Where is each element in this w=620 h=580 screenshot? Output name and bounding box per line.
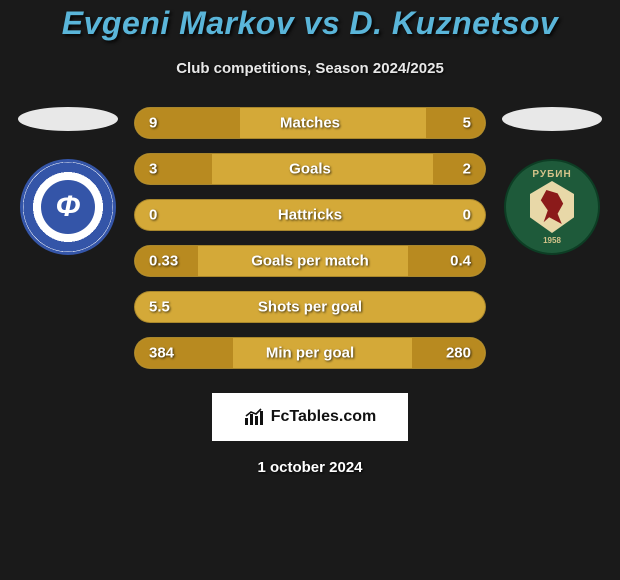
stat-right-value: 0.4 bbox=[450, 253, 471, 270]
date-label: 1 october 2024 bbox=[0, 459, 620, 476]
bar-right-fill bbox=[426, 108, 486, 138]
left-player-avatar bbox=[18, 107, 118, 131]
stat-bar: 0 Hattricks 0 bbox=[134, 199, 486, 231]
left-club-inner: Φ bbox=[41, 180, 95, 234]
stat-label: Goals per match bbox=[251, 253, 369, 270]
bar-right-fill bbox=[433, 154, 486, 184]
stat-bar: 5.5 Shots per goal bbox=[134, 291, 486, 323]
stat-row: 5.5 Shots per goal bbox=[134, 291, 486, 323]
right-club-year: 1958 bbox=[543, 236, 561, 245]
stat-label: Matches bbox=[280, 115, 340, 132]
right-side: РУБИН 1958 bbox=[492, 107, 612, 383]
bar-left-fill bbox=[135, 154, 212, 184]
stat-left-value: 5.5 bbox=[149, 299, 170, 316]
stat-bar: 384 Min per goal 280 bbox=[134, 337, 486, 369]
comparison-widget: Evgeni Markov vs D. Kuznetsov Club compe… bbox=[0, 0, 620, 580]
stat-row: 9 Matches 5 bbox=[134, 107, 486, 139]
stat-left-value: 384 bbox=[149, 345, 174, 362]
stat-bar: 3 Goals 2 bbox=[134, 153, 486, 185]
stat-bar: 0.33 Goals per match 0.4 bbox=[134, 245, 486, 277]
stat-right-value: 2 bbox=[463, 161, 471, 178]
stat-label: Hattricks bbox=[278, 207, 342, 224]
subtitle: Club competitions, Season 2024/2025 bbox=[0, 60, 620, 77]
left-club-logo: Φ bbox=[20, 159, 116, 255]
stat-right-value: 5 bbox=[463, 115, 471, 132]
dragon-icon bbox=[538, 190, 566, 224]
chart-icon bbox=[244, 408, 266, 426]
left-side: Φ bbox=[8, 107, 128, 383]
brand-text: FcTables.com bbox=[271, 408, 377, 426]
brand-banner[interactable]: FcTables.com bbox=[212, 393, 408, 441]
stats-bars: 9 Matches 5 3 Goals 2 0 Hattricks 0 0.33 Goals per… bbox=[128, 107, 492, 383]
page-title: Evgeni Markov vs D. Kuznetsov bbox=[0, 5, 620, 42]
stat-left-value: 9 bbox=[149, 115, 157, 132]
bar-right-fill bbox=[408, 246, 485, 276]
stat-left-value: 0 bbox=[149, 207, 157, 224]
stat-row: 384 Min per goal 280 bbox=[134, 337, 486, 369]
right-club-logo: РУБИН 1958 bbox=[504, 159, 600, 255]
stat-label: Shots per goal bbox=[258, 299, 362, 316]
right-club-label: РУБИН bbox=[532, 169, 571, 180]
stat-right-value: 280 bbox=[446, 345, 471, 362]
right-player-avatar bbox=[502, 107, 602, 131]
left-club-glyph: Φ bbox=[56, 190, 81, 224]
stat-row: 0.33 Goals per match 0.4 bbox=[134, 245, 486, 277]
right-club-shield bbox=[530, 181, 574, 233]
main-row: Φ 9 Matches 5 3 Goals 2 0 Hattricks 0 0.33 Goals p… bbox=[0, 107, 620, 383]
stat-left-value: 3 bbox=[149, 161, 157, 178]
stat-label: Goals bbox=[289, 161, 331, 178]
stat-row: 0 Hattricks 0 bbox=[134, 199, 486, 231]
stat-left-value: 0.33 bbox=[149, 253, 178, 270]
stat-bar: 9 Matches 5 bbox=[134, 107, 486, 139]
stat-label: Min per goal bbox=[266, 345, 354, 362]
stat-row: 3 Goals 2 bbox=[134, 153, 486, 185]
stat-right-value: 0 bbox=[463, 207, 471, 224]
